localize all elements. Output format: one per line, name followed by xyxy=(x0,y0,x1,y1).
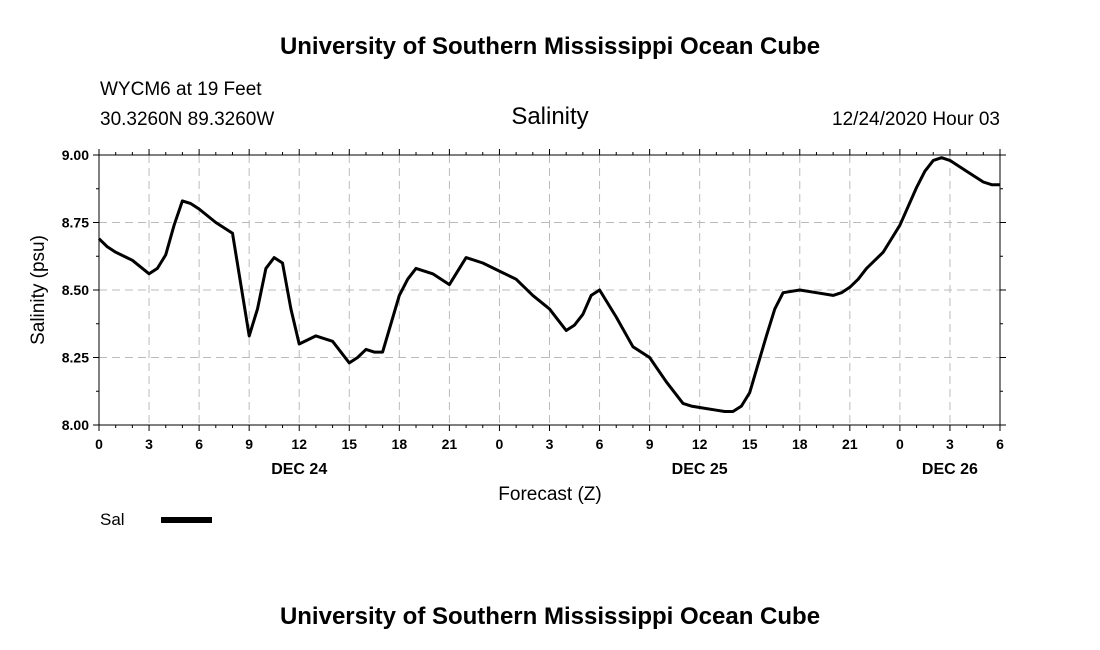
x-tick-label: 6 xyxy=(996,436,1004,452)
chart-title: Salinity xyxy=(511,103,588,130)
x-tick-label: 0 xyxy=(95,436,103,452)
coordinates-label: 30.3260N 89.3260W xyxy=(100,109,274,130)
x-tick-label: 15 xyxy=(742,436,758,452)
timestamp-label: 12/24/2020 Hour 03 xyxy=(832,109,1000,130)
date-label: DEC 25 xyxy=(672,461,728,478)
x-tick-label: 0 xyxy=(496,436,504,452)
x-tick-label: 6 xyxy=(195,436,203,452)
x-tick-label: 3 xyxy=(546,436,554,452)
date-label: DEC 26 xyxy=(922,461,978,478)
y-tick-label: 8.50 xyxy=(62,282,89,298)
x-axis-label: Forecast (Z) xyxy=(498,484,601,505)
x-tick-label: 21 xyxy=(442,436,458,452)
x-tick-label: 0 xyxy=(896,436,904,452)
y-tick-labels: 8.00 8.25 8.50 8.75 9.00 xyxy=(62,147,89,433)
y-tick-label: 8.75 xyxy=(62,215,89,231)
x-tick-label: 9 xyxy=(646,436,654,452)
y-tick-label: 9.00 xyxy=(62,147,89,163)
x-tick-label: 15 xyxy=(341,436,357,452)
top-title: University of Southern Mississippi Ocean… xyxy=(280,33,820,60)
y-tick-label: 8.25 xyxy=(62,350,89,366)
x-tick-label: 3 xyxy=(145,436,153,452)
salinity-series-line xyxy=(97,156,1000,413)
y-axis-label: Salinity (psu) xyxy=(28,235,49,345)
axis-ticks xyxy=(93,149,1006,431)
station-label: WYCM6 at 19 Feet xyxy=(100,79,262,100)
x-tick-label: 18 xyxy=(792,436,808,452)
x-tick-label: 12 xyxy=(291,436,307,452)
grid-lines xyxy=(99,155,1000,425)
y-tick-label: 8.00 xyxy=(62,417,89,433)
date-label: DEC 24 xyxy=(271,461,327,478)
x-tick-labels: 0 3 6 9 12 15 18 21 0 3 6 9 12 15 18 21 0 3 6 xyxy=(95,436,1004,452)
bottom-title: University of Southern Mississippi Ocean… xyxy=(280,603,820,630)
x-tick-label: 6 xyxy=(596,436,604,452)
x-tick-label: 18 xyxy=(392,436,408,452)
legend-label: Sal xyxy=(100,510,125,529)
x-tick-label: 12 xyxy=(692,436,708,452)
x-tick-label: 3 xyxy=(946,436,954,452)
x-tick-label: 9 xyxy=(245,436,253,452)
x-tick-label: 21 xyxy=(842,436,858,452)
date-labels: DEC 24 DEC 25 DEC 26 xyxy=(271,461,978,478)
